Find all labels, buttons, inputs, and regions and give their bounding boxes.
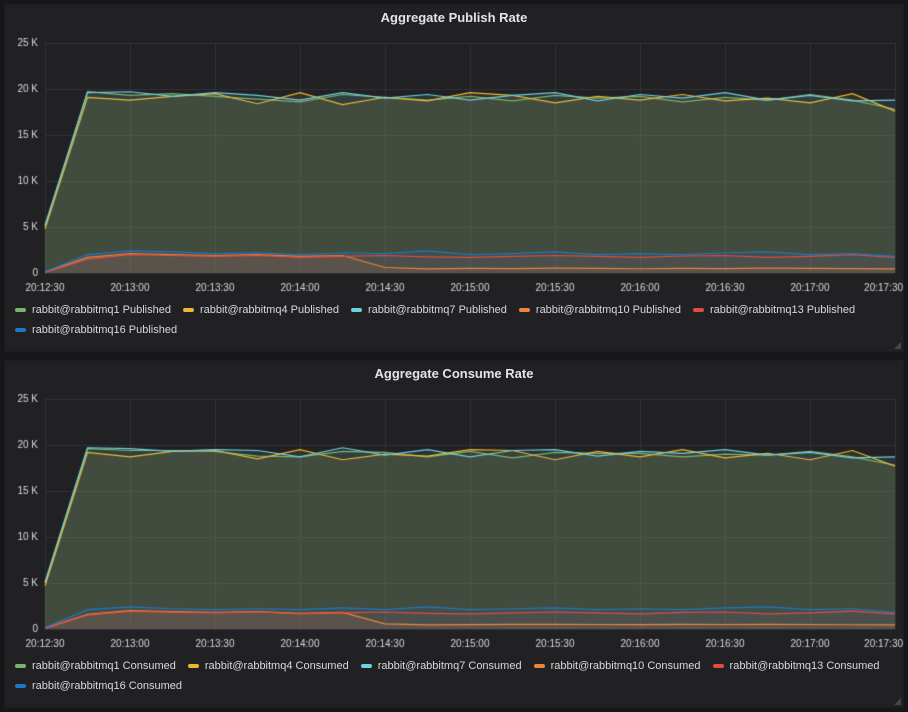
panel-resize-handle[interactable] [894, 342, 901, 349]
legend-series-label: rabbit@rabbitmq10 Consumed [550, 660, 701, 672]
legend-series-swatch [350, 308, 362, 312]
consume-rate-chart[interactable] [5, 387, 905, 655]
legend-item[interactable]: rabbit@rabbitmq13 Published [693, 300, 855, 320]
legend: rabbit@rabbitmq1 Consumed rabbit@rabbitmq… [5, 656, 903, 696]
legend-item[interactable]: rabbit@rabbitmq10 Published [518, 300, 681, 320]
panel-title[interactable]: Aggregate Consume Rate [374, 366, 534, 381]
legend-series-label: rabbit@rabbitmq1 Consumed [32, 660, 176, 672]
legend-series-label: rabbit@rabbitmq10 Published [535, 304, 681, 316]
legend-series-swatch [533, 664, 545, 668]
legend-item[interactable]: rabbit@rabbitmq1 Published [15, 300, 171, 320]
legend-series-swatch [518, 308, 530, 312]
legend-series-swatch [15, 664, 26, 668]
legend-series-label: rabbit@rabbitmq4 Consumed [204, 660, 349, 672]
legend-item[interactable]: rabbit@rabbitmq7 Published [350, 300, 507, 320]
legend-series-swatch [15, 328, 26, 332]
legend-series-label: rabbit@rabbitmq7 Consumed [377, 660, 522, 672]
legend-series-swatch [182, 308, 194, 312]
legend-series-label: rabbit@rabbitmq4 Published [199, 304, 339, 316]
legend-series-label: rabbit@rabbitmq16 Published [32, 324, 178, 336]
legend-item[interactable]: rabbit@rabbitmq13 Consumed [712, 656, 880, 676]
legend-item[interactable]: rabbit@rabbitmq4 Published [182, 300, 339, 320]
legend-item[interactable]: rabbit@rabbitmq16 Consumed [15, 676, 182, 696]
legend-series-label: rabbit@rabbitmq1 Published [32, 304, 171, 316]
legend-item[interactable]: rabbit@rabbitmq7 Consumed [360, 656, 522, 676]
legend-series-swatch [15, 684, 26, 688]
publish-rate-chart[interactable] [5, 31, 905, 299]
legend-item[interactable]: rabbit@rabbitmq10 Consumed [533, 656, 701, 676]
panel-aggregate-publish-rate: Aggregate Publish Rate rabbit@rabbitmq1 … [4, 4, 905, 352]
panel-title[interactable]: Aggregate Publish Rate [380, 10, 528, 25]
legend-series-swatch [693, 308, 704, 312]
legend-series-label: rabbit@rabbitmq16 Consumed [32, 680, 182, 692]
legend-item[interactable]: rabbit@rabbitmq1 Consumed [15, 656, 176, 676]
legend-series-swatch [360, 664, 372, 668]
legend-item[interactable]: rabbit@rabbitmq16 Published [15, 320, 177, 340]
legend-series-swatch [187, 664, 199, 668]
legend-series-label: rabbit@rabbitmq7 Published [367, 304, 507, 316]
legend-series-label: rabbit@rabbitmq13 Published [710, 304, 856, 316]
panel-resize-handle[interactable] [894, 698, 901, 705]
legend: rabbit@rabbitmq1 Published rabbit@rabbitm… [5, 300, 903, 340]
panel-aggregate-consume-rate: Aggregate Consume Rate rabbit@rabbitmq1 … [4, 360, 905, 708]
legend-series-swatch [15, 308, 26, 312]
legend-item[interactable]: rabbit@rabbitmq4 Consumed [187, 656, 349, 676]
legend-series-label: rabbit@rabbitmq13 Consumed [729, 660, 880, 672]
legend-series-swatch [712, 664, 724, 668]
